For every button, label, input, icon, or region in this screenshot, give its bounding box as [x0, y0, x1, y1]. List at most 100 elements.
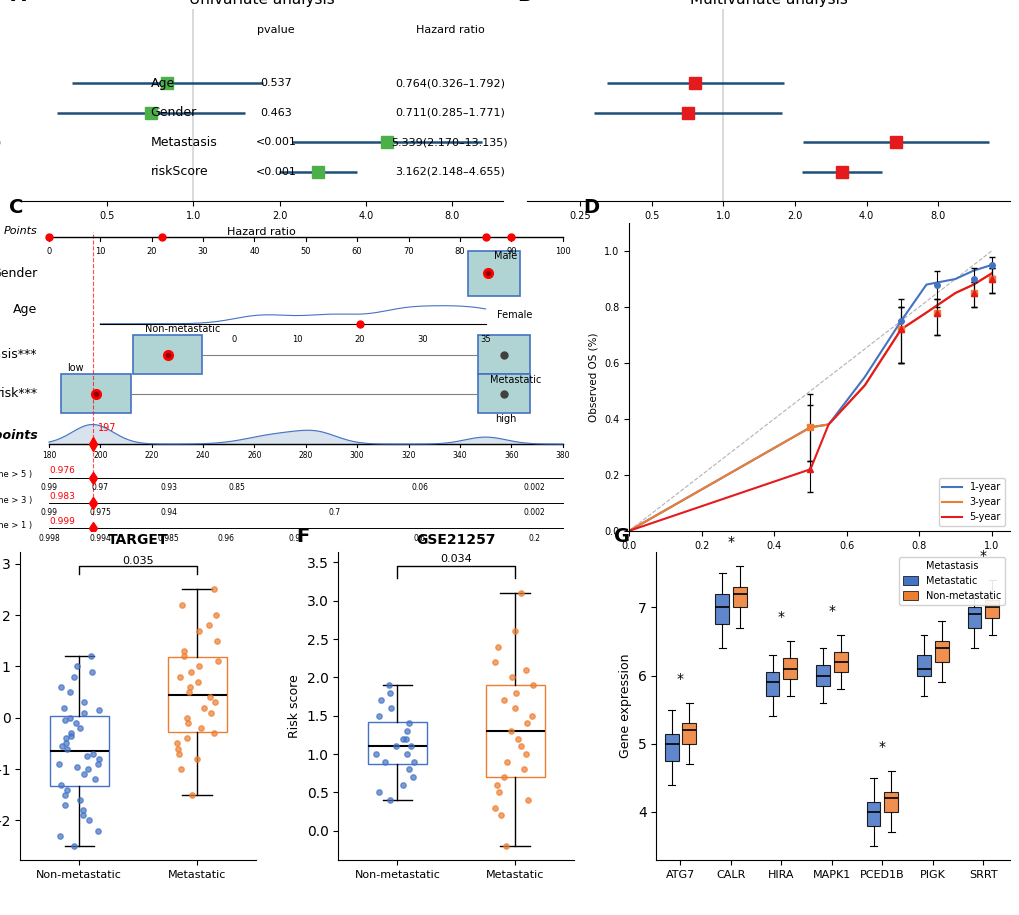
Text: F: F: [296, 527, 309, 546]
Point: [209, 654, 225, 669]
Point: [495, 694, 512, 708]
Legend: Metastatic, Non-metastatic: Metastatic, Non-metastatic: [899, 557, 1004, 605]
Point: [178, 710, 195, 725]
Text: 0.983: 0.983: [50, 491, 75, 501]
X-axis label: Hazard ratio: Hazard ratio: [734, 227, 802, 237]
FancyBboxPatch shape: [477, 335, 530, 374]
Text: risk***: risk***: [0, 387, 38, 400]
Title: GSE21257: GSE21257: [416, 533, 495, 547]
Point: [520, 792, 536, 807]
Point: [513, 586, 529, 600]
Text: Total points: Total points: [0, 429, 38, 442]
PathPatch shape: [167, 658, 226, 732]
Text: 60: 60: [352, 247, 362, 256]
Point: [488, 778, 504, 792]
3-year: [804, 422, 816, 433]
Point: [525, 678, 541, 693]
PathPatch shape: [368, 722, 426, 764]
Point: [54, 738, 70, 753]
Point: [502, 724, 519, 738]
Text: 0.463: 0.463: [260, 108, 291, 118]
Point: [405, 770, 421, 784]
Point: [51, 757, 67, 771]
Point: [65, 670, 82, 684]
1-year: [858, 371, 870, 382]
Text: riskScore: riskScore: [151, 166, 208, 178]
3-year: [949, 287, 961, 298]
Point: [486, 655, 502, 670]
Text: 5.339(2.170–13.135): 5.339(2.170–13.135): [391, 137, 507, 147]
FancyBboxPatch shape: [61, 374, 130, 414]
Point: [398, 724, 415, 738]
Text: Pr( futime > 3 ): Pr( futime > 3 ): [0, 496, 32, 504]
Point: [513, 739, 529, 754]
Point: [368, 747, 384, 761]
Text: B: B: [517, 0, 532, 5]
Point: [81, 813, 97, 828]
Point: [52, 777, 68, 791]
Text: 50: 50: [301, 247, 311, 256]
Point: [173, 597, 190, 612]
Point: [56, 798, 72, 813]
Point: [524, 708, 540, 723]
Text: 0.7: 0.7: [328, 509, 340, 517]
Point: [169, 737, 185, 751]
Text: *: *: [878, 740, 884, 754]
Point: [403, 739, 419, 754]
Text: 300: 300: [350, 451, 364, 460]
Text: 4.727(2.204–10.139): 4.727(2.204–10.139): [0, 137, 2, 147]
Text: *: *: [777, 610, 784, 624]
Point: [394, 731, 411, 746]
5-year: [804, 464, 816, 475]
Point: [510, 731, 526, 746]
Text: Metastatic: Metastatic: [489, 374, 540, 384]
Point: [179, 731, 196, 746]
Text: 0.764(0.326–1.792): 0.764(0.326–1.792): [394, 78, 504, 88]
Point: [206, 582, 222, 597]
Text: 0.999: 0.999: [50, 517, 75, 526]
Point: [196, 700, 212, 715]
Text: 0.985: 0.985: [158, 533, 179, 543]
Text: 0.85: 0.85: [228, 483, 246, 492]
Point: [171, 747, 187, 761]
FancyBboxPatch shape: [132, 335, 203, 374]
Point: [87, 772, 103, 787]
Point: [193, 721, 209, 736]
Point: [75, 808, 92, 823]
Title: Multivariate analysis: Multivariate analysis: [689, 0, 847, 6]
Point: [91, 703, 107, 717]
Point: [370, 785, 386, 800]
X-axis label: Hazard ratio: Hazard ratio: [227, 227, 296, 237]
Text: Metastasis***: Metastasis***: [0, 348, 38, 361]
Point: [58, 731, 74, 746]
3-year: [966, 279, 978, 290]
Point: [507, 685, 524, 700]
1-year: [821, 419, 834, 430]
Text: 0.97: 0.97: [92, 483, 109, 492]
Point: [171, 670, 187, 684]
Text: 3.162(2.148–4.655): 3.162(2.148–4.655): [394, 167, 504, 177]
Text: 0.96: 0.96: [217, 533, 234, 543]
Point: [206, 726, 222, 740]
Text: Metastasis: Metastasis: [151, 135, 217, 149]
Point: [518, 747, 534, 761]
Text: Age: Age: [151, 77, 175, 90]
1-year: [623, 525, 635, 536]
Point: [387, 739, 404, 754]
3-year: [623, 525, 635, 536]
Text: *: *: [677, 672, 684, 685]
Text: *: *: [928, 590, 935, 604]
Point: [383, 701, 399, 716]
Point: [518, 662, 534, 677]
Line: 3-year: 3-year: [629, 274, 990, 531]
Line: 5-year: 5-year: [629, 274, 990, 531]
PathPatch shape: [883, 791, 898, 812]
PathPatch shape: [967, 608, 980, 628]
Text: Female: Female: [496, 310, 532, 320]
Point: [175, 649, 192, 663]
Point: [52, 828, 68, 843]
PathPatch shape: [50, 716, 109, 786]
Text: 80: 80: [454, 247, 465, 256]
Point: [75, 695, 92, 710]
Text: 100: 100: [554, 247, 570, 256]
